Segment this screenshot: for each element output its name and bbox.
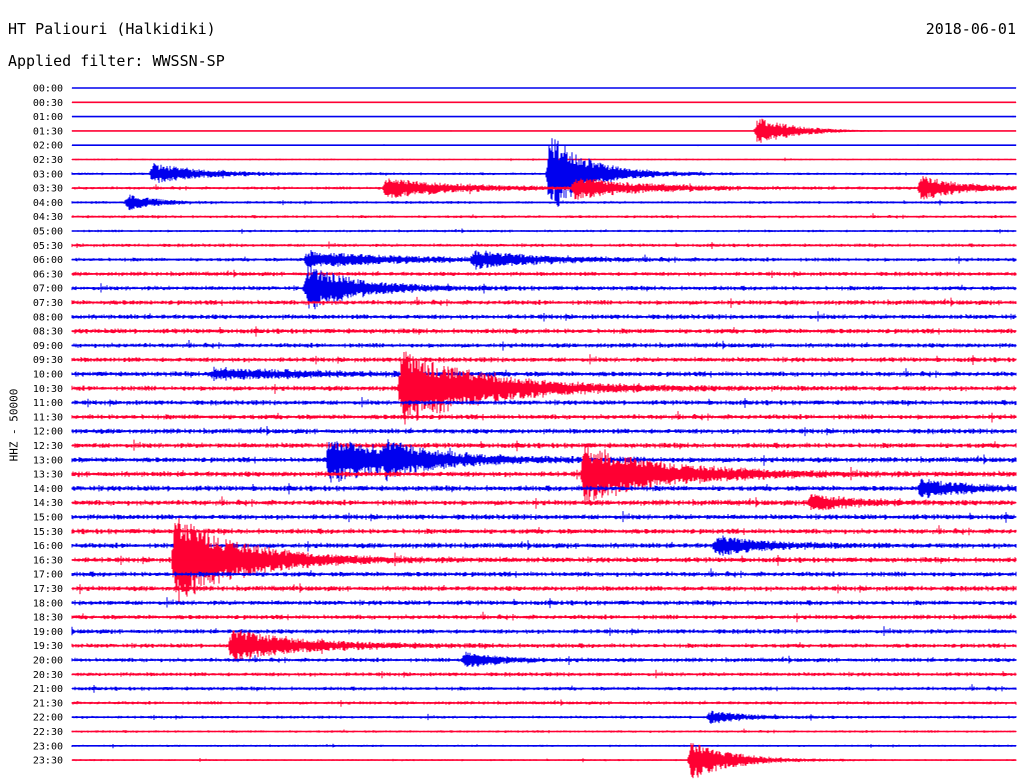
row-time-label: 21:00: [33, 684, 63, 695]
row-time-label: 04:30: [33, 212, 63, 223]
row-time-label: 14:00: [33, 484, 63, 495]
row-time-label: 17:30: [33, 584, 63, 595]
row-time-label: 00:00: [33, 84, 63, 95]
row-time-label: 16:00: [33, 541, 63, 552]
row-time-label: 13:30: [33, 470, 63, 481]
row-time-label: 23:00: [33, 741, 63, 752]
row-time-label: 15:30: [33, 527, 63, 538]
row-time-label: 18:30: [33, 613, 63, 624]
row-time-label: 02:30: [33, 155, 63, 166]
row-time-label: 05:00: [33, 227, 63, 238]
row-time-label: 01:00: [33, 112, 63, 123]
filter-label: Applied filter: WWSSN-SP: [8, 52, 225, 70]
row-time-label: 23:30: [33, 756, 63, 767]
row-time-label: 16:30: [33, 555, 63, 566]
row-time-label: 06:30: [33, 269, 63, 280]
station-title: HT Paliouri (Halkidiki): [8, 20, 216, 38]
row-time-label: 09:30: [33, 355, 63, 366]
record-date: 2018-06-01: [925, 20, 1016, 38]
row-time-label: 11:30: [33, 412, 63, 423]
row-time-label: 22:30: [33, 727, 63, 738]
row-time-label: 20:00: [33, 656, 63, 667]
row-time-label: 15:00: [33, 513, 63, 524]
row-time-label: 03:00: [33, 169, 63, 180]
row-time-label: 11:00: [33, 398, 63, 409]
row-time-label: 01:30: [33, 126, 63, 137]
row-time-label: 06:00: [33, 255, 63, 266]
row-time-label: 05:30: [33, 241, 63, 252]
row-time-label: 14:30: [33, 498, 63, 509]
row-time-label: 18:00: [33, 598, 63, 609]
row-time-label: 08:00: [33, 312, 63, 323]
row-time-label: 22:00: [33, 713, 63, 724]
row-time-label: 02:00: [33, 141, 63, 152]
row-time-label: 19:00: [33, 627, 63, 638]
row-time-label: 03:30: [33, 184, 63, 195]
row-time-label: 19:30: [33, 641, 63, 652]
row-time-label: 12:00: [33, 427, 63, 438]
row-time-label: 07:00: [33, 284, 63, 295]
row-time-label: 13:00: [33, 455, 63, 466]
row-time-label: 12:30: [33, 441, 63, 452]
row-time-label: 09:00: [33, 341, 63, 352]
trace-line: [71, 525, 1017, 536]
row-time-label: 00:30: [33, 98, 63, 109]
row-time-label: 20:30: [33, 670, 63, 681]
row-time-label: 10:30: [33, 384, 63, 395]
row-time-label: 07:30: [33, 298, 63, 309]
row-time-label: 10:00: [33, 370, 63, 381]
row-time-label: 17:00: [33, 570, 63, 581]
row-time-label: 04:00: [33, 198, 63, 209]
row-time-label: 08:30: [33, 327, 63, 338]
trace-line: [71, 138, 1017, 207]
row-time-label: 21:30: [33, 698, 63, 709]
